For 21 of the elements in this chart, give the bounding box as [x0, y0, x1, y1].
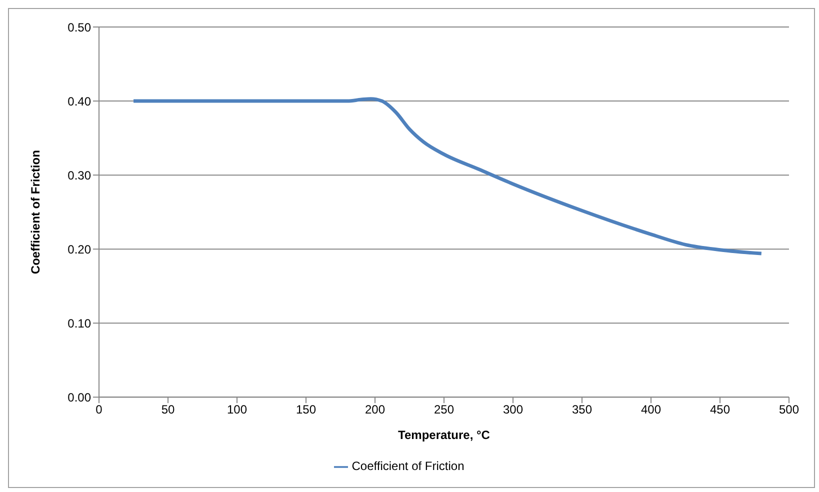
y-axis-title: Coefficient of Friction [28, 150, 42, 274]
x-tick-label: 400 [640, 402, 662, 417]
x-axis-title: Temperature, °C [398, 428, 490, 442]
x-tick-label: 0 [96, 402, 103, 417]
x-tick-label: 100 [226, 402, 248, 417]
x-tick-label: 50 [161, 402, 175, 417]
y-tick-label: 0.40 [68, 94, 92, 108]
x-tick-label: 350 [572, 402, 592, 417]
y-tick-label: 0.30 [68, 168, 92, 182]
x-tick-label: 150 [296, 402, 316, 417]
y-tick-label: 0.50 [68, 20, 92, 34]
x-tick-label: 200 [364, 402, 386, 417]
legend-label: Coefficient of Friction [352, 459, 464, 474]
x-tick-label: 500 [778, 402, 800, 417]
x-tick-label: 300 [502, 402, 524, 417]
line-series [132, 97, 764, 256]
y-tick-label: 0.10 [68, 316, 92, 330]
x-tick-label: 250 [434, 402, 454, 417]
y-tick-label: 0.00 [68, 390, 92, 404]
y-tick-label: 0.20 [68, 242, 92, 256]
x-tick-label: 450 [710, 402, 730, 417]
